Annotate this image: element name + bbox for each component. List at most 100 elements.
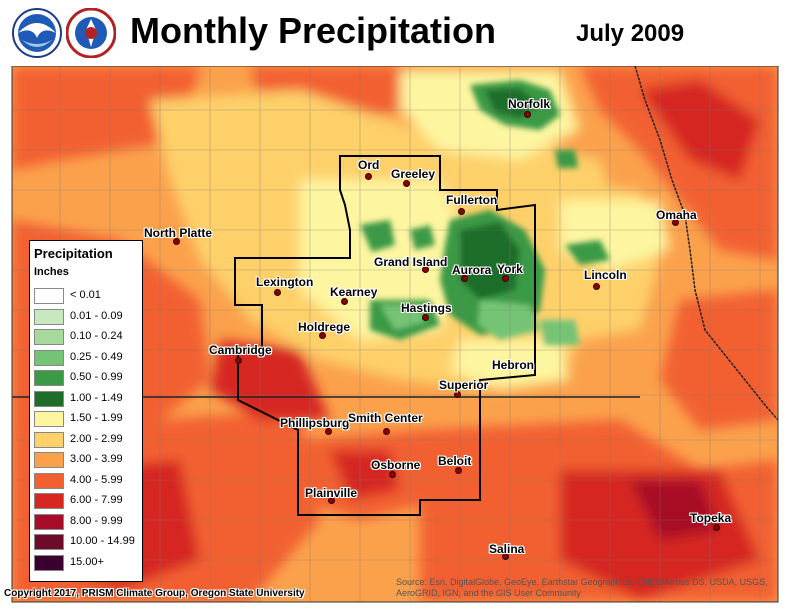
legend-swatch bbox=[34, 493, 64, 509]
legend-item: 15.00+ bbox=[34, 554, 140, 572]
source-attribution: Source: Esri, DigitalGlobe, GeoEye, Eart… bbox=[396, 577, 768, 598]
city-marker bbox=[422, 266, 429, 273]
city-label: Cambridge bbox=[209, 343, 272, 357]
legend-swatch bbox=[34, 554, 64, 571]
legend-item: 8.00 - 9.99 bbox=[34, 513, 140, 531]
city-marker bbox=[502, 553, 509, 560]
legend-swatch bbox=[34, 534, 64, 550]
city-marker bbox=[325, 428, 332, 435]
legend-title: Precipitation bbox=[34, 246, 113, 261]
city-marker bbox=[235, 357, 242, 364]
city-marker bbox=[341, 298, 348, 305]
city-marker bbox=[713, 524, 720, 531]
city-label: Beloit bbox=[438, 454, 472, 468]
city-label: Osborne bbox=[371, 458, 421, 472]
city-label: Superior bbox=[439, 378, 489, 392]
legend-label: 0.01 - 0.09 bbox=[70, 309, 123, 322]
legend-swatch bbox=[34, 452, 64, 468]
legend-item: 0.25 - 0.49 bbox=[34, 349, 140, 367]
city-label: Salina bbox=[489, 542, 525, 556]
legend-swatch bbox=[34, 390, 64, 407]
city-label: Hastings bbox=[401, 301, 452, 315]
legend-label: 0.25 - 0.49 bbox=[70, 350, 123, 363]
legend-swatch bbox=[34, 329, 64, 345]
noaa-logo bbox=[12, 8, 62, 58]
legend-label: 4.00 - 5.99 bbox=[70, 473, 123, 486]
legend-item: 2.00 - 2.99 bbox=[34, 431, 140, 449]
city-marker bbox=[274, 289, 281, 296]
legend-label: 0.10 - 0.24 bbox=[70, 330, 123, 342]
legend-label: 1.50 - 1.99 bbox=[70, 412, 123, 424]
legend-item: 4.00 - 5.99 bbox=[34, 472, 140, 490]
city-marker bbox=[502, 275, 509, 282]
city-marker bbox=[461, 275, 468, 282]
city-marker bbox=[328, 497, 335, 504]
nws-logo bbox=[66, 8, 116, 58]
city-label: Grand Island bbox=[374, 255, 448, 269]
city-label: Kearney bbox=[330, 285, 378, 299]
legend-swatch bbox=[34, 370, 64, 386]
legend-swatch bbox=[34, 411, 64, 427]
city-marker bbox=[389, 471, 396, 478]
legend-label: 2.00 - 2.99 bbox=[70, 432, 123, 445]
legend-label: 6.00 - 7.99 bbox=[70, 494, 123, 506]
legend-label: 10.00 - 14.99 bbox=[70, 535, 135, 547]
city-label: Lincoln bbox=[584, 268, 627, 282]
legend-item: 0.01 - 0.09 bbox=[34, 308, 140, 326]
city-marker bbox=[454, 391, 461, 398]
city-marker bbox=[319, 332, 326, 339]
page-title: Monthly Precipitation bbox=[130, 10, 497, 51]
legend-swatch bbox=[34, 513, 64, 530]
legend-label: 3.00 - 3.99 bbox=[70, 453, 123, 465]
legend-swatch bbox=[34, 431, 64, 448]
date-label: July 2009 bbox=[576, 20, 685, 47]
city-marker bbox=[403, 180, 410, 187]
legend-swatch bbox=[34, 308, 64, 325]
city-label: Fullerton bbox=[446, 193, 498, 207]
legend-units: Inches bbox=[34, 266, 69, 278]
city-marker bbox=[455, 467, 462, 474]
city-marker bbox=[593, 283, 600, 290]
city-marker bbox=[507, 363, 514, 370]
legend-item: 10.00 - 14.99 bbox=[34, 534, 140, 551]
city-label: Hebron bbox=[492, 358, 534, 372]
city-marker bbox=[672, 219, 679, 226]
river-border bbox=[634, 66, 778, 421]
legend-item: 1.00 - 1.49 bbox=[34, 390, 140, 408]
legend-label: 8.00 - 9.99 bbox=[70, 514, 123, 527]
copyright-text: Copyright 2017, PRISM Climate Group, Ore… bbox=[4, 588, 305, 599]
city-marker bbox=[365, 173, 372, 180]
city-label: Holdrege bbox=[298, 320, 351, 334]
legend-item: 0.10 - 0.24 bbox=[34, 329, 140, 346]
legend-swatch bbox=[34, 288, 64, 304]
city-label: Ord bbox=[358, 158, 380, 172]
city-marker bbox=[422, 314, 429, 321]
legend: Precipitation Inches < 0.01 0.01 - 0.09 0.… bbox=[29, 240, 143, 582]
legend-item: 0.50 - 0.99 bbox=[34, 370, 140, 387]
city-label: Aurora bbox=[452, 263, 492, 277]
legend-item: 6.00 - 7.99 bbox=[34, 493, 140, 510]
city-label: North Platte bbox=[144, 226, 213, 240]
city-label: Greeley bbox=[391, 167, 436, 181]
city-label: Lexington bbox=[256, 275, 314, 289]
legend-label: 1.00 - 1.49 bbox=[70, 391, 123, 404]
header: Monthly Precipitation July 2009 bbox=[0, 0, 792, 66]
city-label: Omaha bbox=[656, 208, 697, 222]
legend-item: 3.00 - 3.99 bbox=[34, 452, 140, 469]
legend-swatch bbox=[34, 472, 64, 489]
city-marker bbox=[383, 428, 390, 435]
city-marker bbox=[173, 238, 180, 245]
city-label: Topeka bbox=[690, 511, 732, 525]
county-lines bbox=[12, 66, 778, 602]
city-label: Plainville bbox=[305, 486, 358, 500]
city-label: Smith Center bbox=[348, 411, 423, 425]
forecast-area-outline bbox=[234, 155, 536, 516]
city-marker bbox=[458, 208, 465, 215]
legend-label: < 0.01 bbox=[70, 289, 101, 301]
city-label: York bbox=[497, 262, 523, 276]
legend-item: < 0.01 bbox=[34, 288, 140, 305]
legend-swatch bbox=[34, 349, 64, 366]
city-marker bbox=[524, 111, 531, 118]
legend-label: 0.50 - 0.99 bbox=[70, 371, 123, 383]
legend-label: 15.00+ bbox=[70, 555, 104, 568]
